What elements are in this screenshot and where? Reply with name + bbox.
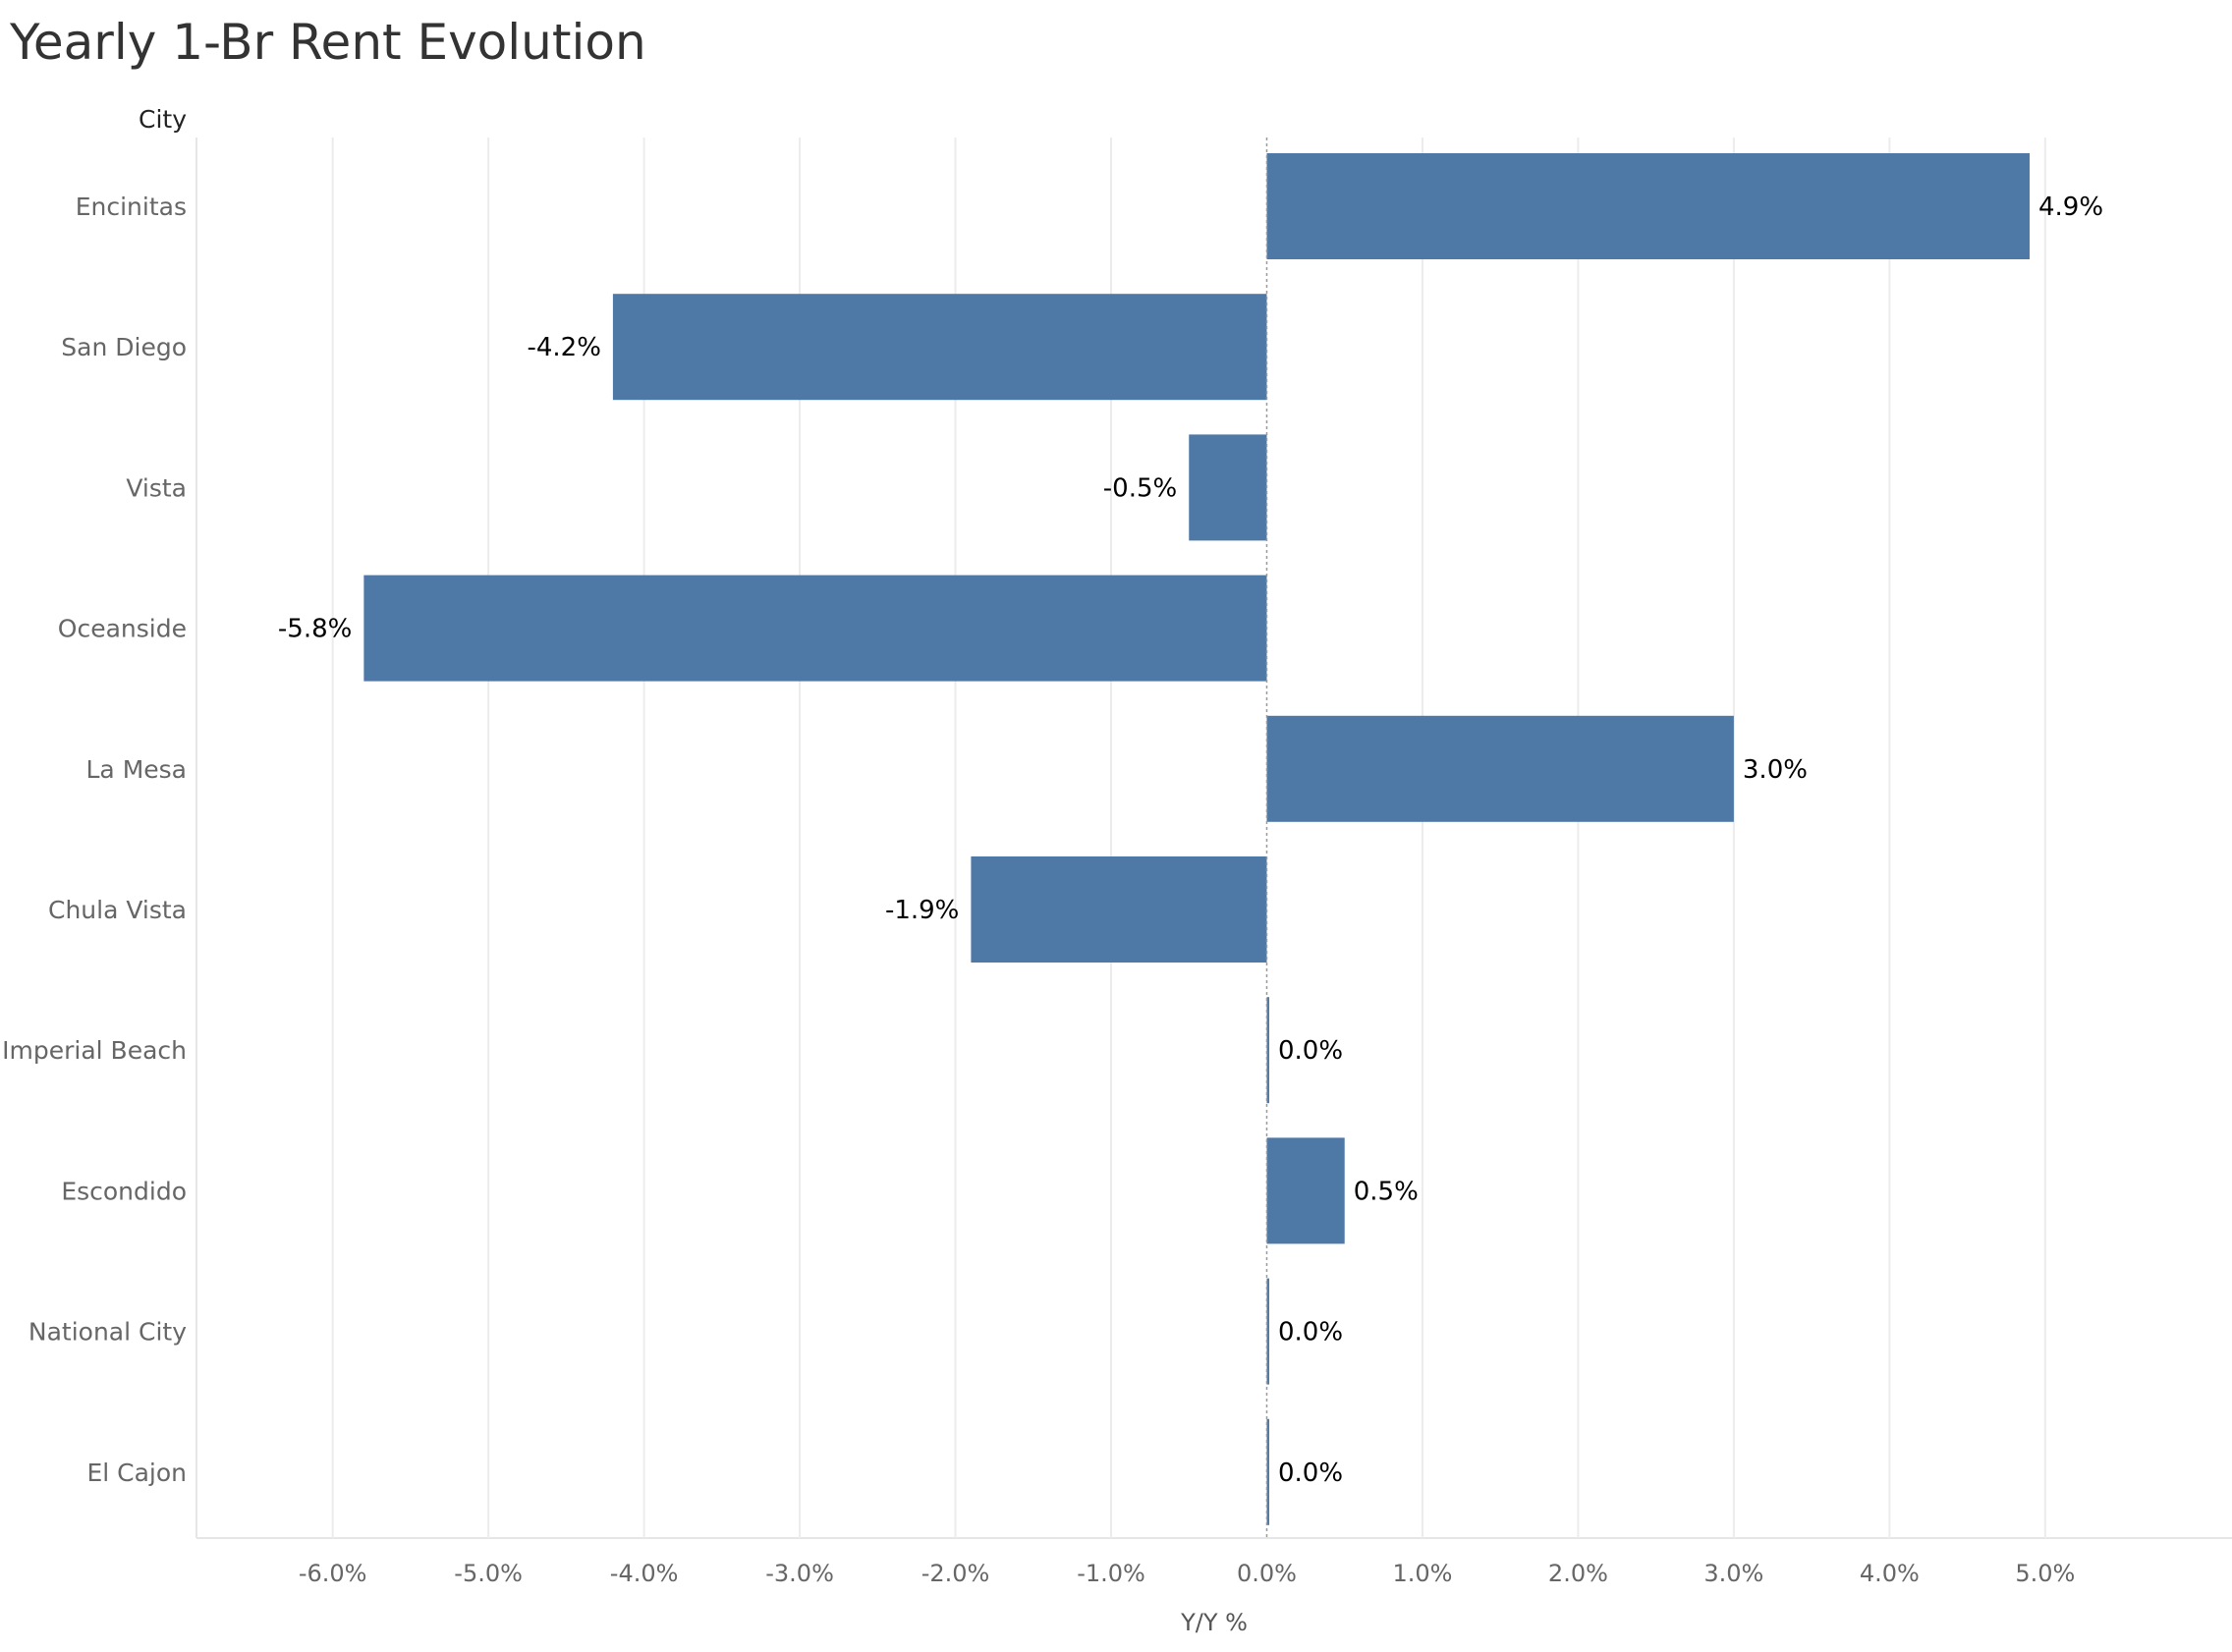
x-tick-label: 4.0% — [1860, 1560, 1920, 1587]
category-label: Imperial Beach — [2, 1036, 187, 1065]
bar — [1266, 1137, 1345, 1244]
category-label: Oceanside — [58, 615, 187, 643]
bar — [1189, 434, 1267, 541]
row-header: City — [139, 105, 187, 134]
data-label: -1.9% — [885, 896, 959, 925]
data-label: 0.0% — [1278, 1036, 1343, 1066]
bar — [971, 856, 1267, 963]
bar — [612, 294, 1267, 401]
category-label: Encinitas — [76, 193, 187, 221]
category-label: San Diego — [61, 333, 187, 361]
data-label: 0.0% — [1278, 1318, 1343, 1348]
bar — [1266, 1418, 1269, 1525]
x-tick-label: -2.0% — [921, 1560, 990, 1587]
bar — [1266, 153, 2030, 259]
category-label: Escondido — [61, 1177, 187, 1205]
category-label: La Mesa — [86, 755, 188, 784]
category-label: Vista — [126, 473, 187, 502]
category-label: National City — [28, 1318, 187, 1347]
labels-layer: -6.0% -5.0% -4.0% -3.0% -2.0% -1.0% 0.0% 1.0% 2.… — [2, 193, 2103, 1587]
category-label: Chula Vista — [48, 896, 187, 924]
x-tick-label: 0.0% — [1237, 1560, 1297, 1587]
x-tick-label: 2.0% — [1548, 1560, 1608, 1587]
data-label: 3.0% — [1743, 755, 1808, 785]
data-label: -4.2% — [527, 333, 600, 362]
chart-title: Yearly 1-Br Rent Evolution — [10, 14, 646, 71]
x-tick-label: -1.0% — [1077, 1560, 1145, 1587]
x-axis-title: Y/Y % — [1180, 1609, 1248, 1636]
x-tick-label: -6.0% — [299, 1560, 367, 1587]
data-label: 4.9% — [2038, 193, 2103, 222]
data-label: 0.5% — [1354, 1177, 1419, 1206]
x-tick-label: -5.0% — [454, 1560, 523, 1587]
x-tick-label: -4.0% — [610, 1560, 679, 1587]
bar — [1266, 715, 1734, 822]
data-label: -5.8% — [278, 615, 352, 644]
x-tick-label: -3.0% — [765, 1560, 834, 1587]
bar — [363, 575, 1267, 682]
bar — [1266, 1278, 1269, 1385]
x-tick-label: 5.0% — [2015, 1560, 2075, 1587]
x-tick-label: 3.0% — [1703, 1560, 1763, 1587]
bars-layer — [363, 153, 2030, 1525]
x-tick-label: 1.0% — [1392, 1560, 1452, 1587]
data-label: 0.0% — [1278, 1459, 1343, 1488]
category-label: El Cajon — [86, 1459, 187, 1487]
data-label: -0.5% — [1103, 473, 1177, 503]
bar — [1266, 997, 1269, 1104]
